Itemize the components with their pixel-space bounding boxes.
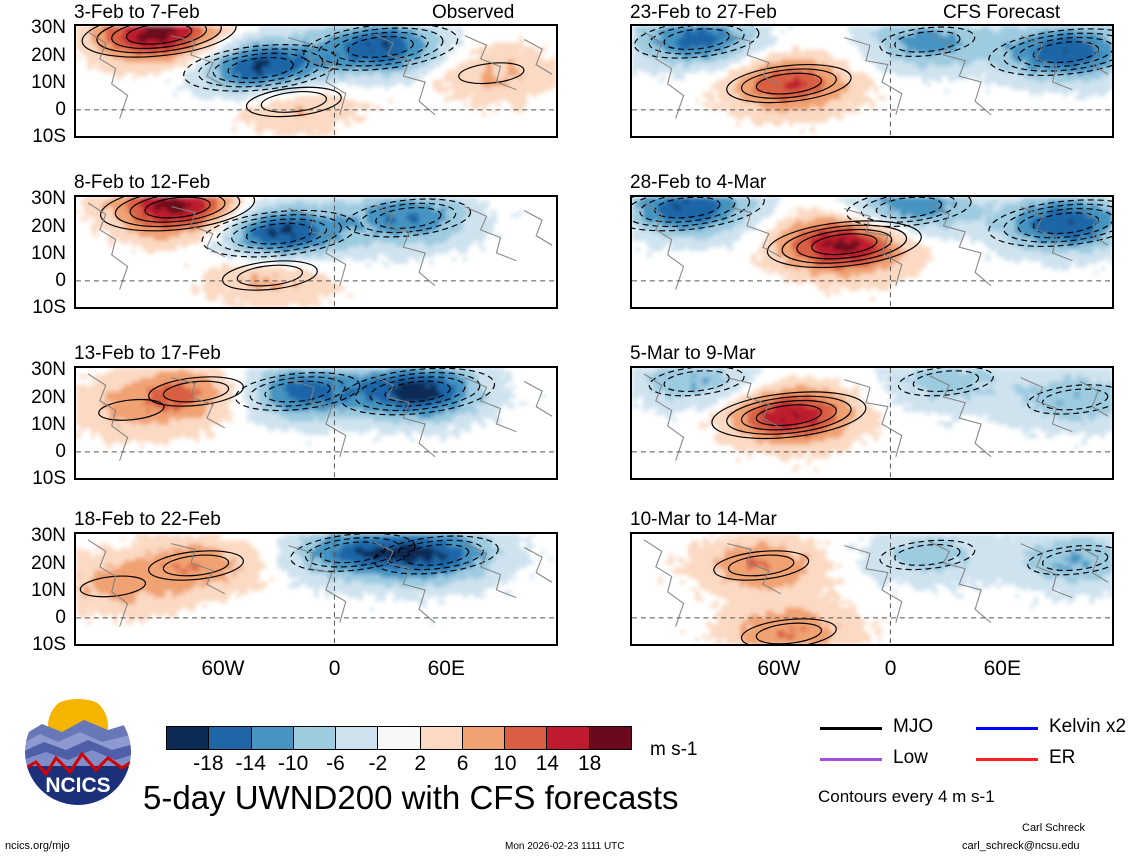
legend-line-er <box>976 758 1038 761</box>
colorbar-tick-9: 18 <box>577 752 602 775</box>
panel-title-7: 18-Feb to 22-Feb <box>74 509 221 530</box>
y-axis-label-r2-0: 0 <box>55 269 66 291</box>
legend-line-low <box>820 758 882 761</box>
y-axis-label-r4-30N: 30N <box>31 525 66 547</box>
x-axis-label-c1-60E: 60E <box>427 657 465 680</box>
colorbar-swatch-5 <box>378 727 421 749</box>
x-axis-label-c2-0: 0 <box>884 657 897 680</box>
y-axis-label-r4-10N: 10N <box>31 579 66 601</box>
panel-title-8: 10-Mar to 14-Mar <box>630 509 777 530</box>
y-axis-label-r3-10N: 10N <box>31 413 66 435</box>
panel-chart-1[interactable] <box>74 24 558 138</box>
y-axis-label-r4-0: 0 <box>55 606 66 628</box>
legend-line-mjo <box>820 727 882 730</box>
y-axis-label-r1-10N: 10N <box>31 71 66 93</box>
panel-chart-8[interactable] <box>630 532 1114 646</box>
panel-title-5: 13-Feb to 17-Feb <box>74 343 221 364</box>
colorbar-swatch-3 <box>293 727 337 749</box>
panel-chart-4[interactable] <box>630 195 1114 309</box>
y-axis-label-r1-0: 0 <box>55 98 66 120</box>
legend-label-mjo: MJO <box>893 716 934 737</box>
y-axis-label-r2-10N: 10N <box>31 242 66 264</box>
y-axis-label-r3-20N: 20N <box>31 386 66 408</box>
y-axis-label-r2-20N: 20N <box>31 215 66 237</box>
colorbar-tick-0: -18 <box>193 752 224 775</box>
colorbar-tick-5: 2 <box>414 752 427 775</box>
contour-interval-note: Contours every 4 m s-1 <box>818 787 995 806</box>
colorbar-tick-3: -6 <box>326 752 345 775</box>
colorbar-swatch-6 <box>420 727 463 749</box>
colorbar-tick-6: 6 <box>456 752 469 775</box>
logo-text: NCICS <box>45 774 110 797</box>
colorbar-tick-7: 10 <box>493 752 517 775</box>
panel-title-3: 8-Feb to 12-Feb <box>74 172 211 193</box>
y-axis-label-r4-20N: 20N <box>31 552 66 574</box>
panel-title-4: 28-Feb to 4-Mar <box>630 172 767 193</box>
colorbar-swatch-7 <box>462 727 506 749</box>
panel-chart-5[interactable] <box>74 366 558 480</box>
y-axis-label-r3-0: 0 <box>55 440 66 462</box>
column-header-forecast: CFS Forecast <box>943 2 1061 23</box>
ncics-logo: NCICS <box>22 696 134 808</box>
panel-chart-2[interactable] <box>630 24 1114 138</box>
colorbar-unit-label: m s-1 <box>650 739 698 760</box>
footer-author: Carl Schreck <box>1022 822 1085 834</box>
legend-label-kelvin: Kelvin x2 <box>1049 716 1127 737</box>
y-axis-label-r2-10S: 10S <box>32 297 66 318</box>
y-axis-label-r1-30N: 30N <box>31 17 66 39</box>
colorbar-swatch-9 <box>547 727 590 749</box>
x-axis-label-c2-60W: 60W <box>757 657 801 680</box>
panel-chart-7[interactable] <box>74 532 558 646</box>
colorbar-tick-1: -14 <box>235 752 266 775</box>
panel-chart-6[interactable] <box>630 366 1114 480</box>
colorbar-tick-2: -10 <box>277 752 309 775</box>
y-axis-label-r3-10S: 10S <box>32 468 66 489</box>
x-axis-label-c2-60E: 60E <box>983 657 1021 680</box>
x-axis-label-c1-0: 0 <box>328 657 341 680</box>
colorbar-swatch-0 <box>167 727 210 749</box>
colorbar-swatch-8 <box>505 727 548 749</box>
colorbar[interactable] <box>166 726 632 750</box>
panel-title-6: 5-Mar to 9-Mar <box>630 343 756 364</box>
colorbar-swatch-10 <box>589 727 631 749</box>
colorbar-swatch-4 <box>336 727 379 749</box>
footer-email[interactable]: carl_schreck@ncsu.edu <box>962 840 1080 852</box>
colorbar-tick-8: 14 <box>535 752 559 775</box>
colorbar-swatch-1 <box>209 727 252 749</box>
panel-chart-3[interactable] <box>74 195 558 309</box>
panel-title-2: 23-Feb to 27-Feb <box>630 2 777 23</box>
colorbar-tick-4: -2 <box>368 752 388 775</box>
y-axis-label-r4-10S: 10S <box>32 634 66 655</box>
legend-label-er: ER <box>1049 747 1076 768</box>
legend-line-kelvin <box>976 727 1038 730</box>
footer-site[interactable]: ncics.org/mjo <box>5 840 70 852</box>
footer-timestamp: Mon 2026-02-23 1111 UTC <box>505 841 625 852</box>
colorbar-swatch-2 <box>251 727 294 749</box>
legend-label-low: Low <box>893 747 928 768</box>
x-axis-label-c1-60W: 60W <box>201 657 245 680</box>
y-axis-label-r1-10S: 10S <box>32 126 66 147</box>
y-axis-label-r3-30N: 30N <box>31 359 66 381</box>
column-header-observed: Observed <box>432 2 515 23</box>
panel-title-1: 3-Feb to 7-Feb <box>74 2 200 23</box>
main-title: 5-day UWND200 with CFS forecasts <box>143 779 679 816</box>
y-axis-label-r2-30N: 30N <box>31 188 66 210</box>
y-axis-label-r1-20N: 20N <box>31 44 66 66</box>
